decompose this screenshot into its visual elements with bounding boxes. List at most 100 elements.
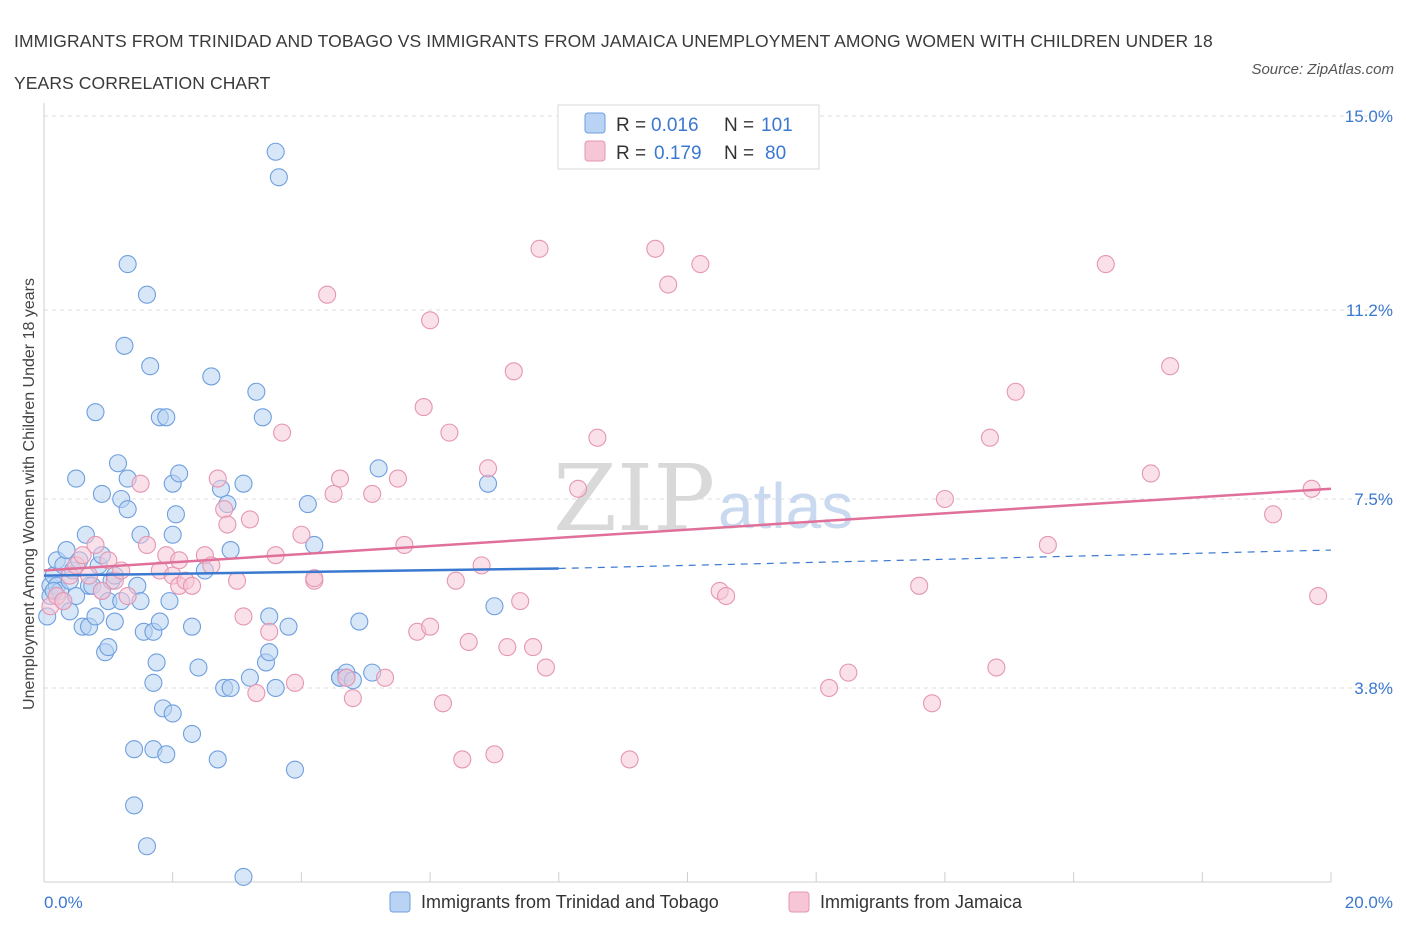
- point-jamaica: [305, 569, 324, 588]
- point-trinidad: [253, 408, 272, 427]
- point-jamaica: [820, 678, 839, 697]
- point-jamaica: [987, 658, 1006, 677]
- point-jamaica: [530, 239, 549, 258]
- point-jamaica: [208, 469, 227, 488]
- point-trinidad: [234, 867, 253, 886]
- point-trinidad: [202, 367, 221, 386]
- trend-lines: [43, 487, 1332, 577]
- point-trinidad: [150, 612, 169, 631]
- point-jamaica: [498, 638, 517, 657]
- point-jamaica: [504, 362, 523, 381]
- point-jamaica: [54, 592, 73, 611]
- point-jamaica: [421, 311, 440, 330]
- legend-r-label-1: R =: [616, 115, 646, 136]
- point-jamaica: [247, 684, 266, 703]
- point-trinidad: [147, 653, 166, 672]
- legend-n-value-trinidad: 101: [761, 115, 793, 136]
- legend-r-value-jamaica: 0.179: [654, 143, 702, 164]
- point-trinidad: [163, 525, 182, 544]
- point-jamaica: [363, 484, 382, 503]
- point-jamaica: [646, 239, 665, 258]
- point-jamaica: [395, 535, 414, 555]
- point-trinidad: [240, 668, 259, 687]
- series-legend-label-trinidad: Immigrants from Trinidad and Tobago: [421, 892, 719, 912]
- x-tick-label-max: 20.0%: [1345, 893, 1393, 912]
- y-axis-label: Unemployment Among Women with Children U…: [21, 278, 38, 710]
- point-trinidad: [208, 750, 227, 769]
- point-trinidad: [141, 357, 160, 376]
- point-jamaica: [1096, 255, 1115, 274]
- legend-n-value-jamaica: 80: [765, 143, 786, 164]
- y-tick-labels: 3.8% 7.5% 11.2% 15.0%: [1345, 107, 1393, 698]
- point-jamaica: [137, 535, 157, 555]
- point-jamaica: [73, 546, 92, 565]
- point-trinidad: [350, 612, 369, 631]
- point-trinidad: [182, 724, 202, 743]
- point-trinidad: [137, 837, 157, 856]
- source-label: Source: ZipAtlas.com: [1251, 61, 1394, 78]
- point-trinidad: [67, 469, 86, 488]
- point-jamaica: [569, 479, 588, 498]
- point-jamaica: [1006, 382, 1025, 401]
- point-trinidad: [298, 495, 317, 514]
- gridlines: [44, 115, 1393, 689]
- watermark-atlas: atlas: [718, 470, 853, 542]
- x-tick-marks: [43, 872, 1332, 882]
- point-jamaica: [92, 581, 111, 600]
- point-trinidad: [285, 760, 305, 779]
- point-trinidad: [105, 612, 124, 631]
- point-trinidad: [137, 285, 157, 304]
- point-jamaica: [86, 535, 105, 555]
- point-jamaica: [453, 750, 472, 769]
- trend-line-trinidad: [43, 567, 559, 577]
- point-jamaica: [472, 556, 491, 575]
- point-trinidad: [478, 474, 498, 493]
- point-jamaica: [588, 428, 607, 447]
- point-jamaica: [433, 694, 453, 713]
- point-trinidad: [144, 673, 163, 692]
- point-jamaica: [376, 668, 395, 687]
- point-trinidad: [160, 592, 179, 611]
- point-trinidad: [369, 459, 388, 478]
- point-trinidad: [247, 382, 266, 401]
- point-jamaica: [99, 551, 118, 570]
- point-jamaica: [459, 632, 478, 652]
- point-jamaica: [324, 484, 343, 503]
- point-jamaica: [273, 423, 292, 442]
- point-jamaica: [343, 689, 362, 708]
- point-jamaica: [511, 592, 530, 611]
- point-trinidad: [99, 638, 118, 657]
- point-trinidad: [92, 484, 111, 503]
- point-jamaica: [485, 745, 504, 764]
- trend-line-trinidad-extension: [558, 549, 1332, 570]
- point-trinidad: [118, 255, 137, 274]
- point-jamaica: [1161, 357, 1180, 376]
- point-trinidad: [125, 796, 144, 815]
- point-trinidad: [125, 740, 144, 759]
- point-jamaica: [234, 607, 253, 626]
- point-jamaica: [170, 551, 189, 570]
- point-trinidad: [118, 500, 137, 519]
- legend-n-label-1: N =: [724, 115, 754, 136]
- point-trinidad: [166, 505, 185, 524]
- series-legend-swatch-trinidad: [389, 891, 411, 913]
- point-jamaica: [446, 571, 465, 590]
- point-trinidad: [279, 617, 298, 636]
- point-trinidad: [260, 643, 279, 662]
- point-jamaica: [240, 510, 259, 529]
- point-jamaica: [536, 658, 555, 677]
- series-legend-label-jamaica: Immigrants from Jamaica: [820, 892, 1023, 912]
- y-tick-label: 11.2%: [1346, 301, 1393, 320]
- point-trinidad: [157, 408, 176, 427]
- y-tick-label: 3.8%: [1354, 679, 1393, 698]
- point-jamaica: [478, 459, 498, 478]
- point-jamaica: [118, 586, 137, 606]
- point-jamaica: [215, 500, 234, 519]
- point-jamaica: [228, 571, 247, 590]
- chart-title: IMMIGRANTS FROM TRINIDAD AND TOBAGO VS I…: [14, 31, 1213, 93]
- point-trinidad: [485, 597, 504, 616]
- point-trinidad: [86, 403, 105, 422]
- point-jamaica: [935, 489, 954, 509]
- point-jamaica: [337, 668, 356, 687]
